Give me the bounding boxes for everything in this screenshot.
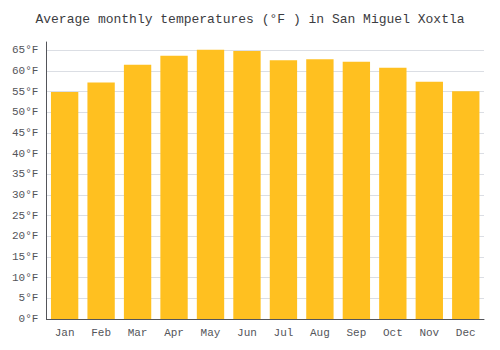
svg-text:Nov: Nov (419, 327, 439, 339)
svg-text:Oct: Oct (383, 327, 403, 339)
svg-text:15°F: 15°F (12, 251, 38, 263)
svg-text:65°F: 65°F (12, 44, 38, 56)
svg-text:Apr: Apr (164, 327, 184, 339)
svg-text:25°F: 25°F (12, 210, 38, 222)
svg-text:30°F: 30°F (12, 189, 38, 201)
svg-text:Dec: Dec (456, 327, 476, 339)
svg-text:40°F: 40°F (12, 148, 38, 160)
svg-text:Jun: Jun (237, 327, 257, 339)
svg-text:Jan: Jan (55, 327, 75, 339)
svg-text:Average monthly temperatures (: Average monthly temperatures (°F ) in Sa… (35, 12, 464, 27)
svg-text:Aug: Aug (310, 327, 330, 339)
svg-text:50°F: 50°F (12, 106, 38, 118)
svg-text:0°F: 0°F (19, 313, 39, 325)
svg-text:5°F: 5°F (19, 292, 39, 304)
svg-text:Mar: Mar (128, 327, 148, 339)
svg-text:10°F: 10°F (12, 272, 38, 284)
svg-text:Feb: Feb (91, 327, 111, 339)
svg-text:Jul: Jul (274, 327, 294, 339)
svg-text:May: May (201, 327, 221, 339)
svg-text:Sep: Sep (346, 327, 366, 339)
svg-text:55°F: 55°F (12, 86, 38, 98)
svg-text:20°F: 20°F (12, 230, 38, 242)
svg-text:45°F: 45°F (12, 127, 38, 139)
svg-text:35°F: 35°F (12, 168, 38, 180)
svg-text:60°F: 60°F (12, 65, 38, 77)
